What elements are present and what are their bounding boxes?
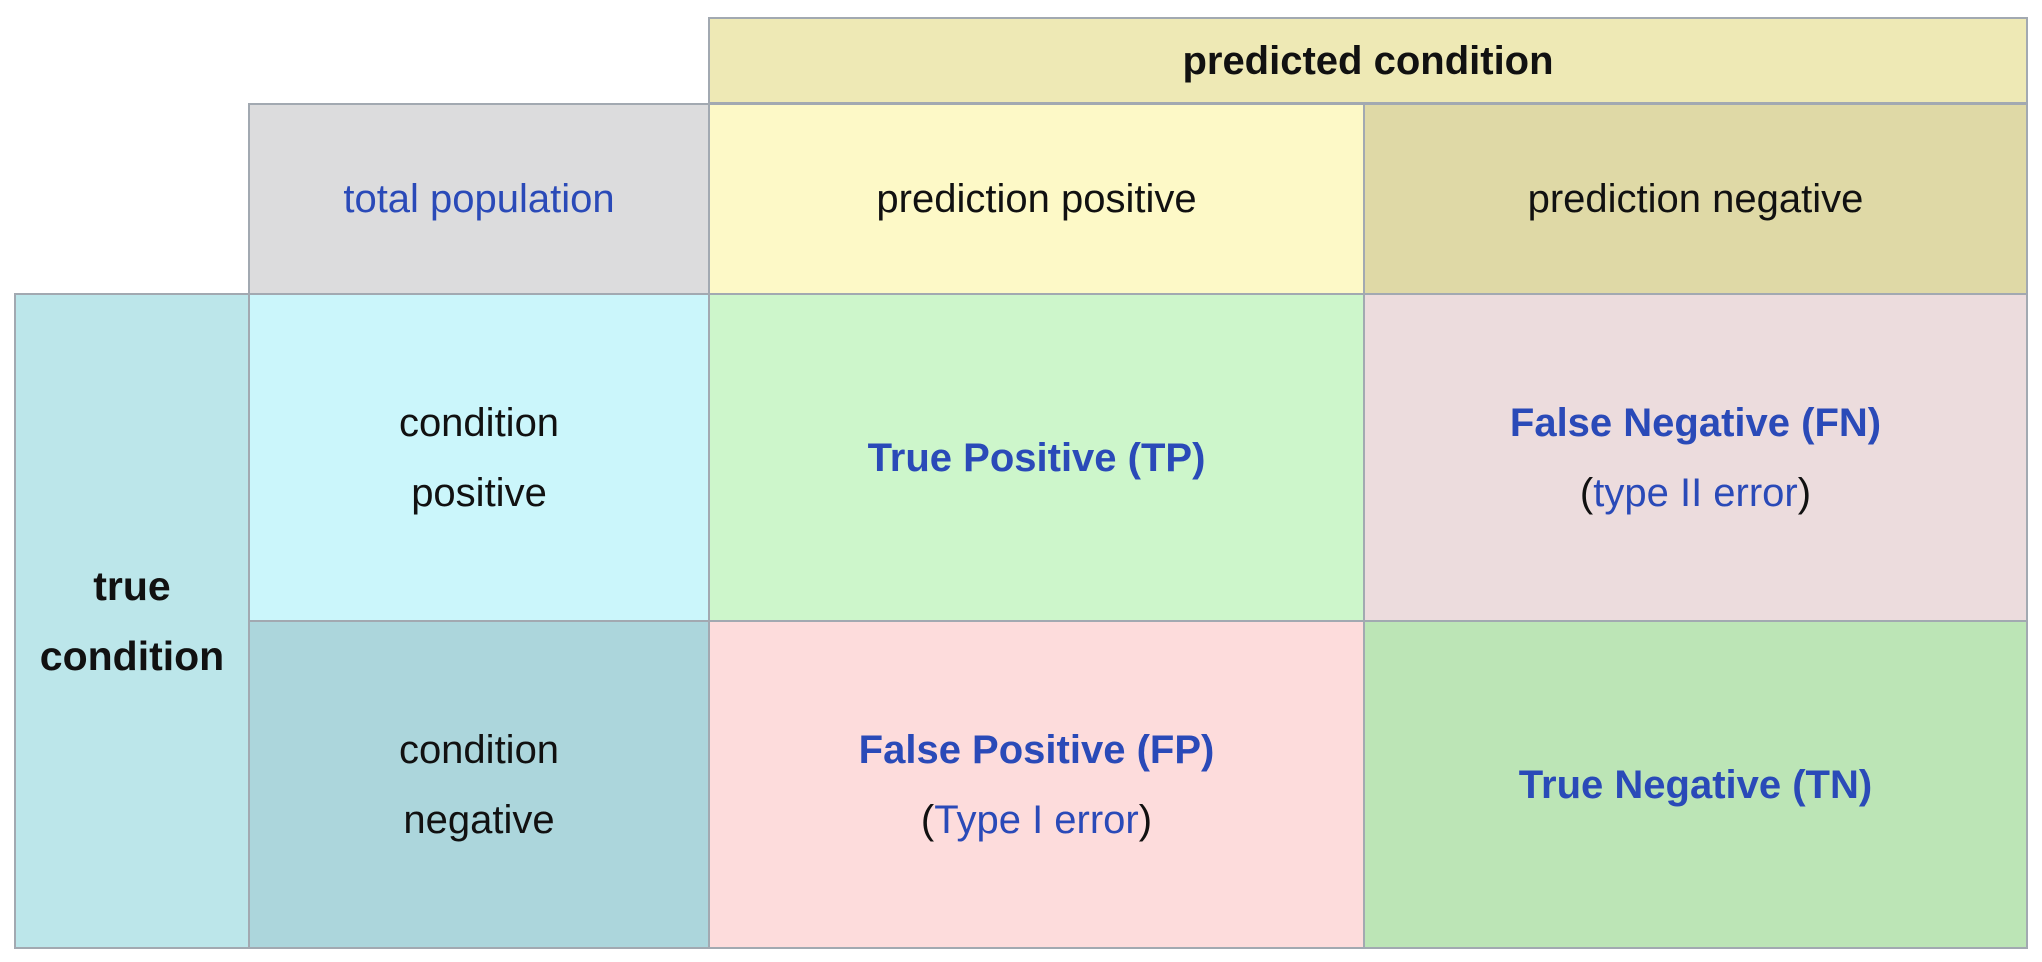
- prediction-positive-label: prediction positive: [876, 177, 1197, 221]
- open-paren: (: [1579, 470, 1594, 515]
- false-negative-note: (type II error): [1580, 458, 1811, 528]
- prediction-negative-label: prediction negative: [1527, 177, 1864, 221]
- true-condition-header: true condition: [14, 293, 250, 949]
- prediction-positive-header: prediction positive: [708, 103, 1365, 295]
- condition-positive-line2: positive: [411, 470, 547, 515]
- condition-positive-header: condition positive: [248, 293, 710, 622]
- true-condition-line1: true: [93, 563, 171, 609]
- false-positive-note: (Type I error): [921, 785, 1152, 855]
- false-negative-link[interactable]: False Negative (FN): [1509, 400, 1882, 445]
- predicted-condition-header: predicted condition: [708, 17, 2028, 104]
- condition-positive-line1: condition: [398, 400, 560, 445]
- true-negative-cell: True Negative (TN): [1363, 620, 2028, 949]
- close-paren: ): [1138, 797, 1153, 842]
- condition-negative-line2: negative: [403, 797, 555, 842]
- close-paren: ): [1797, 470, 1812, 515]
- true-condition-line2: condition: [39, 633, 225, 679]
- condition-negative-header: condition negative: [248, 620, 710, 949]
- type-ii-error-link[interactable]: type II error: [1593, 470, 1798, 515]
- predicted-condition-label: predicted condition: [1182, 38, 1554, 83]
- total-population-cell[interactable]: total population: [248, 103, 710, 295]
- prediction-negative-header: prediction negative: [1363, 103, 2028, 295]
- total-population-link[interactable]: total population: [343, 177, 615, 221]
- open-paren: (: [920, 797, 935, 842]
- true-negative-link[interactable]: True Negative (TN): [1518, 762, 1873, 807]
- false-negative-cell: False Negative (FN) (type II error): [1363, 293, 2028, 622]
- false-positive-cell: False Positive (FP) (Type I error): [708, 620, 1365, 949]
- false-positive-link[interactable]: False Positive (FP): [858, 727, 1215, 772]
- type-i-error-link[interactable]: Type I error: [934, 797, 1139, 842]
- condition-negative-line1: condition: [398, 727, 560, 772]
- true-positive-cell: True Positive (TP): [708, 293, 1365, 622]
- true-positive-link[interactable]: True Positive (TP): [867, 435, 1206, 480]
